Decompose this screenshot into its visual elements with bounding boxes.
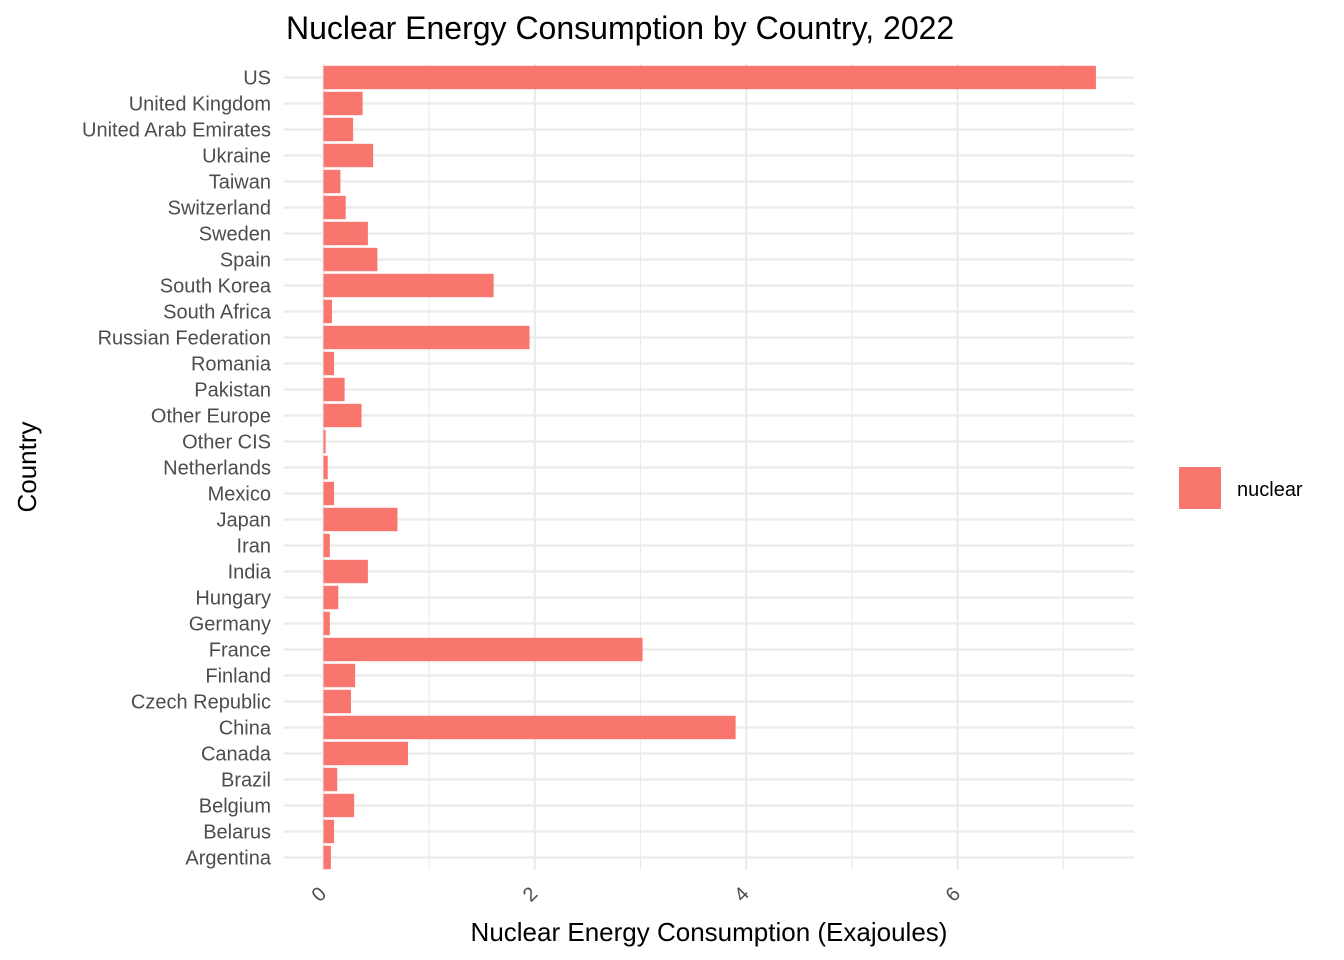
bar-pakistan [323, 377, 345, 402]
category-labels: Argentina Belarus Belgium Brazil Canada China… [82, 68, 272, 870]
bar-united-arab-emirates [323, 117, 354, 142]
category-label: Spain [220, 250, 271, 272]
y-axis-title: Country [12, 421, 42, 512]
category-label: Argentina [185, 848, 271, 870]
bar-switzerland [323, 195, 346, 220]
x-tick-label: 6 [942, 883, 965, 906]
bar-other-cis [323, 429, 326, 454]
legend-key-nuclear [1179, 467, 1221, 509]
bar-canada [323, 741, 409, 766]
bar-china [323, 715, 736, 740]
bar-czech-republic [323, 689, 351, 714]
bar-us [323, 65, 1096, 90]
category-label: Mexico [208, 484, 271, 506]
bar-argentina [323, 845, 331, 870]
category-label: South Korea [160, 276, 272, 298]
x-tick-label: 0 [308, 883, 331, 906]
category-label: Germany [189, 614, 271, 636]
category-label: Sweden [199, 224, 271, 246]
category-label: United Arab Emirates [82, 120, 271, 142]
x-tick-label: 2 [519, 883, 542, 906]
x-axis-title: Nuclear Energy Consumption (Exajoules) [471, 917, 948, 947]
category-label: South Africa [163, 302, 272, 324]
bar-netherlands [323, 455, 328, 480]
legend: nuclear [1179, 467, 1303, 509]
legend-label-nuclear: nuclear [1237, 479, 1303, 501]
category-label: Russian Federation [98, 328, 271, 350]
x-tick-labels: 0 2 4 6 [308, 883, 965, 906]
category-label: Netherlands [163, 458, 271, 480]
bar-india [323, 559, 368, 584]
category-label: Romania [191, 354, 272, 376]
category-label: France [209, 640, 271, 662]
bar-germany [323, 611, 330, 636]
bar-belarus [323, 819, 335, 844]
bar-south-korea [323, 273, 494, 298]
bar-iran [323, 533, 330, 558]
category-label: Canada [201, 744, 272, 766]
grid-lines [284, 64, 1134, 870]
bar-united-kingdom [323, 91, 363, 116]
bar-sweden [323, 221, 368, 246]
bar-japan [323, 507, 398, 532]
bar-series [323, 65, 1096, 870]
category-label: India [228, 562, 272, 584]
category-label: Japan [217, 510, 272, 532]
category-label: Belarus [203, 822, 271, 844]
category-label: Brazil [221, 770, 271, 792]
x-tick-label: 4 [730, 883, 753, 906]
category-label: China [219, 718, 272, 740]
category-label: Taiwan [209, 172, 271, 194]
category-label: Other Europe [151, 406, 271, 428]
bar-france [323, 637, 643, 662]
bar-belgium [323, 793, 355, 818]
category-label: Czech Republic [131, 692, 271, 714]
bar-spain [323, 247, 378, 272]
bar-romania [323, 351, 335, 376]
bar-south-africa [323, 299, 332, 324]
category-label: Ukraine [202, 146, 271, 168]
category-label: Switzerland [168, 198, 271, 220]
bar-finland [323, 663, 356, 688]
category-label: US [243, 68, 271, 90]
category-label: United Kingdom [129, 94, 271, 116]
bar-hungary [323, 585, 339, 610]
category-label: Pakistan [194, 380, 271, 402]
category-label: Belgium [199, 796, 271, 818]
bar-brazil [323, 767, 338, 792]
bar-mexico [323, 481, 335, 506]
bar-other-europe [323, 403, 362, 428]
category-label: Other CIS [182, 432, 271, 454]
category-label: Hungary [195, 588, 271, 610]
bar-taiwan [323, 169, 341, 194]
bar-russian-federation [323, 325, 530, 350]
chart-title: Nuclear Energy Consumption by Country, 2… [286, 10, 954, 46]
category-label: Finland [205, 666, 271, 688]
bar-ukraine [323, 143, 374, 168]
category-label: Iran [237, 536, 271, 558]
